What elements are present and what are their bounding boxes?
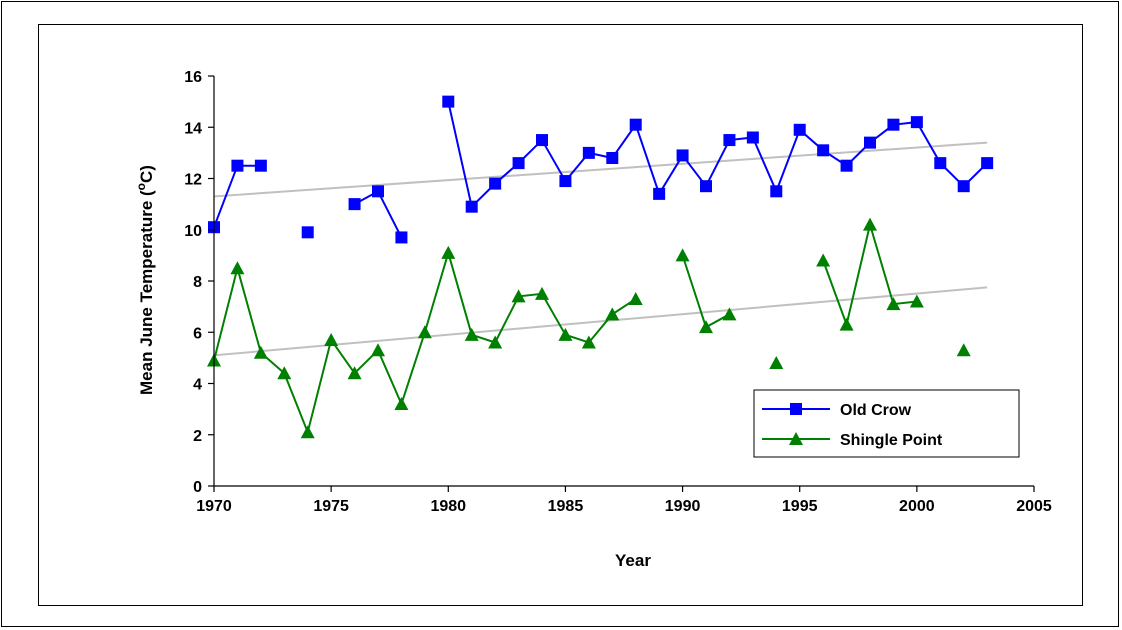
data-point <box>769 356 784 369</box>
data-point <box>394 397 409 410</box>
data-point <box>300 425 315 439</box>
data-point <box>348 198 361 211</box>
series-line <box>213 249 637 436</box>
data-point <box>770 185 783 198</box>
data-point <box>535 286 549 300</box>
data-point <box>934 157 947 170</box>
legend-label: Shingle Point <box>840 432 943 449</box>
data-point <box>395 231 408 244</box>
data-point <box>863 217 877 231</box>
data-point <box>511 289 526 303</box>
data-point <box>840 159 853 172</box>
data-point <box>558 327 573 341</box>
data-point <box>464 327 479 341</box>
x-tick-label: 1975 <box>313 498 349 515</box>
data-point <box>465 200 478 213</box>
y-tick-label: 6 <box>193 325 202 342</box>
chart-area <box>38 24 1083 606</box>
x-tick-label: 1995 <box>782 498 818 515</box>
y-axis-title-main: Mean June Temperature ( <box>137 190 156 395</box>
data-point <box>581 335 596 349</box>
legend-label: Old Crow <box>840 402 912 419</box>
data-point <box>675 248 690 262</box>
data-point <box>301 226 314 239</box>
data-point <box>722 307 737 321</box>
data-point <box>536 134 548 147</box>
data-point <box>957 180 970 193</box>
x-axis-title: Year <box>615 551 651 570</box>
data-point <box>816 253 831 267</box>
data-point <box>909 294 924 308</box>
x-tick-label: 1990 <box>665 498 701 515</box>
y-tick-label: 0 <box>193 479 202 496</box>
legend-box <box>753 389 1020 458</box>
data-point <box>253 345 268 359</box>
data-point <box>559 175 572 188</box>
y-tick-label: 8 <box>193 274 202 291</box>
data-point <box>230 261 245 275</box>
data-point <box>864 136 876 149</box>
trend-line <box>213 141 988 198</box>
y-axis-title-sup: o <box>134 183 148 190</box>
data-point <box>746 131 759 144</box>
x-tick-label: 1985 <box>548 498 584 515</box>
series-layer <box>207 95 994 439</box>
series-line <box>354 189 403 238</box>
data-point <box>605 307 620 321</box>
legend-marker <box>790 403 802 415</box>
data-point <box>372 185 384 198</box>
y-tick-label: 14 <box>184 120 202 137</box>
data-point <box>981 157 994 170</box>
y-tick-label: 2 <box>193 428 202 445</box>
data-point <box>793 123 806 136</box>
data-point <box>629 118 642 131</box>
data-point <box>489 177 502 190</box>
data-point <box>371 343 385 357</box>
data-point <box>839 317 854 331</box>
data-point <box>606 152 619 164</box>
data-point <box>886 297 901 311</box>
legend-marker <box>789 432 803 445</box>
legend: Old Crow Shingle Point <box>753 389 1020 458</box>
data-point <box>324 332 339 346</box>
data-point <box>700 180 712 193</box>
x-tick-label: 1980 <box>430 498 466 515</box>
data-point <box>887 118 900 131</box>
data-point <box>231 159 244 172</box>
series-line <box>822 220 917 329</box>
data-point <box>910 116 923 129</box>
data-point <box>582 146 595 159</box>
y-tick-label: 10 <box>184 223 202 240</box>
data-point <box>723 134 736 147</box>
data-point <box>676 149 689 162</box>
y-tick-label: 16 <box>184 69 202 86</box>
data-point <box>699 320 713 334</box>
data-point <box>442 95 455 108</box>
data-point <box>441 245 456 259</box>
y-axis-title: Mean June Temperature (oC) <box>134 165 156 395</box>
series-line <box>447 101 988 209</box>
y-axis-title-end: C) <box>137 165 156 183</box>
x-tick-label: 2005 <box>1016 498 1052 515</box>
x-tick-label: 2000 <box>899 498 935 515</box>
data-point <box>653 187 666 200</box>
data-point <box>488 335 503 349</box>
y-tick-label: 12 <box>184 172 202 189</box>
x-tick-label: 1970 <box>196 498 232 515</box>
series-line <box>681 255 730 329</box>
axes: 0 2 4 6 8 10 12 14 16 1970 1975 1980 1985 1990 1995 200… <box>184 69 1052 515</box>
y-tick-label: 4 <box>193 377 202 394</box>
data-point <box>956 343 971 357</box>
data-point <box>417 325 432 339</box>
data-point <box>628 291 643 305</box>
data-point <box>512 157 525 170</box>
data-point <box>817 144 830 157</box>
trend-lines <box>213 141 988 357</box>
trend-line <box>213 286 988 357</box>
data-point <box>347 366 362 380</box>
series-shingle-point <box>207 217 971 439</box>
data-point <box>277 366 292 380</box>
data-point <box>254 159 267 172</box>
